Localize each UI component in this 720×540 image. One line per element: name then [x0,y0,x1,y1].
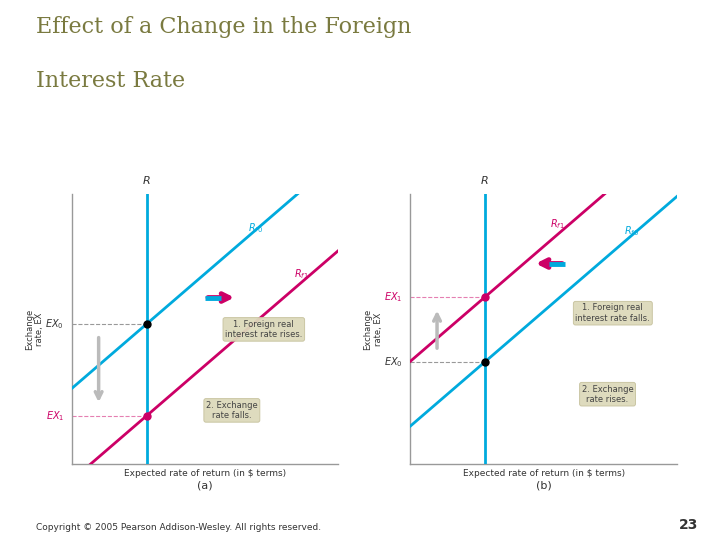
Text: (b): (b) [536,481,552,491]
Text: 23: 23 [679,518,698,532]
X-axis label: Expected rate of return (in $ terms): Expected rate of return (in $ terms) [462,469,625,477]
Text: $R_{f0}$: $R_{f0}$ [248,221,264,235]
Text: 2. Exchange
rate falls.: 2. Exchange rate falls. [206,401,258,420]
Text: Effect of a Change in the Foreign: Effect of a Change in the Foreign [36,16,411,38]
Text: $EX_1$: $EX_1$ [45,409,64,423]
Text: $R_{f1}$: $R_{f1}$ [294,267,308,281]
Text: Interest Rate: Interest Rate [36,70,185,92]
Text: $EX_1$: $EX_1$ [384,290,402,304]
Text: 1. Foreign real
interest rate falls.: 1. Foreign real interest rate falls. [575,303,650,323]
Text: 1. Foreign real
interest rate rises.: 1. Foreign real interest rate rises. [225,320,302,339]
Text: R: R [143,176,150,186]
Text: $EX_0$: $EX_0$ [384,355,402,369]
Text: Exchange
rate, EX: Exchange rate, EX [364,309,383,350]
Text: 2. Exchange
rate rises.: 2. Exchange rate rises. [582,384,634,404]
Text: $R_{f0}$: $R_{f0}$ [624,224,639,238]
Text: R: R [481,176,489,186]
Text: (a): (a) [197,481,213,491]
Text: $EX_0$: $EX_0$ [45,317,64,331]
Text: Exchange
rate, EX: Exchange rate, EX [25,309,45,350]
Text: Copyright © 2005 Pearson Addison-Wesley. All rights reserved.: Copyright © 2005 Pearson Addison-Wesley.… [36,523,321,532]
Text: $R_{f1}$: $R_{f1}$ [549,217,564,231]
X-axis label: Expected rate of return (in $ terms): Expected rate of return (in $ terms) [124,469,287,477]
